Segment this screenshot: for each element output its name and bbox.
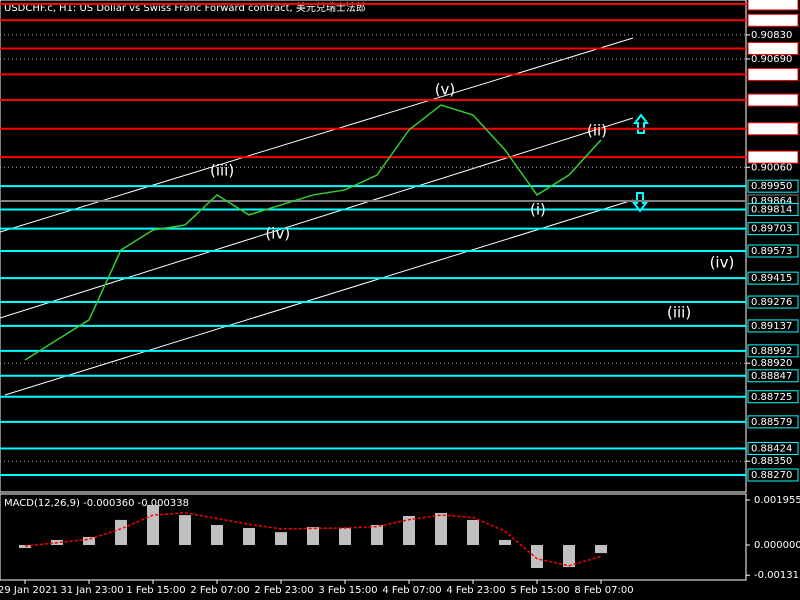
wave-label: (ii)	[587, 121, 607, 139]
y-tick-label: 0.88920	[751, 358, 792, 369]
level-label: 0.89573	[751, 246, 792, 257]
level-label: 0.88725	[751, 392, 792, 403]
level-label: 0.88270	[751, 470, 792, 481]
level-box	[747, 468, 799, 482]
x-tick-label: 2 Feb 07:00	[190, 585, 249, 596]
wave-label: (iv)	[710, 254, 735, 272]
macd-bar	[563, 545, 575, 568]
level-box	[747, 344, 799, 358]
macd-bar	[371, 524, 383, 546]
wave-label: (iv)	[265, 224, 290, 242]
level-label: 0.90600	[751, 69, 792, 80]
level-label: 0.90451	[751, 95, 792, 106]
level-label: 0.90915	[751, 15, 792, 26]
level-box	[747, 295, 799, 309]
macd-bar	[339, 527, 351, 546]
level-box	[747, 319, 799, 333]
level-label: 0.89703	[751, 224, 792, 235]
y-tick-label: 0.000000	[754, 540, 800, 551]
macd-bar	[307, 527, 319, 546]
level-box	[747, 271, 799, 285]
level-box	[747, 41, 799, 55]
wave-label: (iii)	[210, 161, 234, 179]
y-tick-label: 0.90830	[751, 30, 792, 41]
macd-bar	[211, 524, 223, 546]
level-label: 0.90119	[751, 152, 792, 163]
level-box	[747, 122, 799, 136]
level-label: 0.88847	[751, 371, 792, 382]
macd-title: MACD(12,26,9) -0.000360 -0.000338	[4, 498, 189, 509]
y-tick-label: 0.90060	[751, 162, 792, 173]
wave-label: (v)	[435, 80, 456, 98]
y-tick-label: -0.001313	[754, 570, 800, 581]
y-tick-label: 0.001955	[754, 495, 800, 506]
level-label: 0.89276	[751, 297, 792, 308]
wave-label: (i)	[530, 200, 546, 218]
chart-title: USDCHF.c, H1: US Dollar vs Swiss Franc F…	[4, 1, 366, 14]
main-plot	[0, 0, 747, 493]
x-tick-label: 3 Feb 15:00	[318, 585, 377, 596]
level-label: 0.91010	[751, 0, 792, 10]
level-box	[747, 179, 799, 193]
level-box	[747, 222, 799, 236]
macd-bar	[531, 545, 543, 569]
x-tick-label: 8 Feb 07:00	[574, 585, 633, 596]
level-label: 0.90284	[751, 124, 792, 135]
level-label: 0.88579	[751, 417, 792, 428]
level-label: 0.88424	[751, 444, 792, 455]
x-tick-label: 31 Jan 23:00	[60, 585, 123, 596]
macd-bar	[595, 545, 607, 554]
macd-bar	[83, 536, 95, 546]
x-tick-label: 4 Feb 07:00	[382, 585, 441, 596]
level-box	[747, 13, 799, 27]
price-line	[24, 104, 602, 361]
level-label: 0.88992	[751, 346, 792, 357]
macd-bar	[19, 545, 31, 549]
y-tick-label: 0.90690	[751, 54, 792, 65]
macd-bar	[275, 532, 287, 546]
macd-bar	[403, 516, 415, 546]
macd-bar	[115, 519, 127, 546]
macd-bar	[243, 527, 255, 546]
level-box	[747, 244, 799, 258]
level-box	[747, 415, 799, 429]
channel-line	[0, 37, 634, 233]
y-tick-label: 0.88350	[751, 456, 792, 467]
wave-label: (iii)	[667, 304, 691, 322]
x-tick-label: 5 Feb 15:00	[510, 585, 569, 596]
macd-bar	[435, 513, 447, 546]
level-box	[747, 67, 799, 81]
level-label: 0.89864	[751, 196, 792, 207]
level-label: 0.90751	[751, 43, 792, 54]
level-label: 0.89137	[751, 321, 792, 332]
down-arrow	[632, 192, 648, 213]
x-tick-label: 4 Feb 23:00	[446, 585, 505, 596]
level-box	[747, 203, 799, 217]
x-tick-label: 1 Feb 15:00	[126, 585, 185, 596]
price-line	[24, 512, 602, 567]
channel-line	[4, 199, 634, 396]
level-box	[747, 390, 799, 404]
level-box	[747, 0, 799, 11]
macd-bar	[467, 519, 479, 546]
level-box	[747, 442, 799, 456]
macd-bar	[147, 504, 159, 546]
level-label: 0.89814	[751, 205, 792, 216]
level-box	[747, 369, 799, 383]
level-label: 0.89950	[751, 181, 792, 192]
x-tick-label: 29 Jan 2021	[0, 585, 58, 596]
level-box	[747, 93, 799, 107]
level-label: 0.89415	[751, 273, 792, 284]
x-tick-label: 2 Feb 23:00	[254, 585, 313, 596]
macd-bar	[179, 515, 191, 546]
level-box	[747, 150, 799, 164]
macd-bar	[499, 539, 511, 546]
